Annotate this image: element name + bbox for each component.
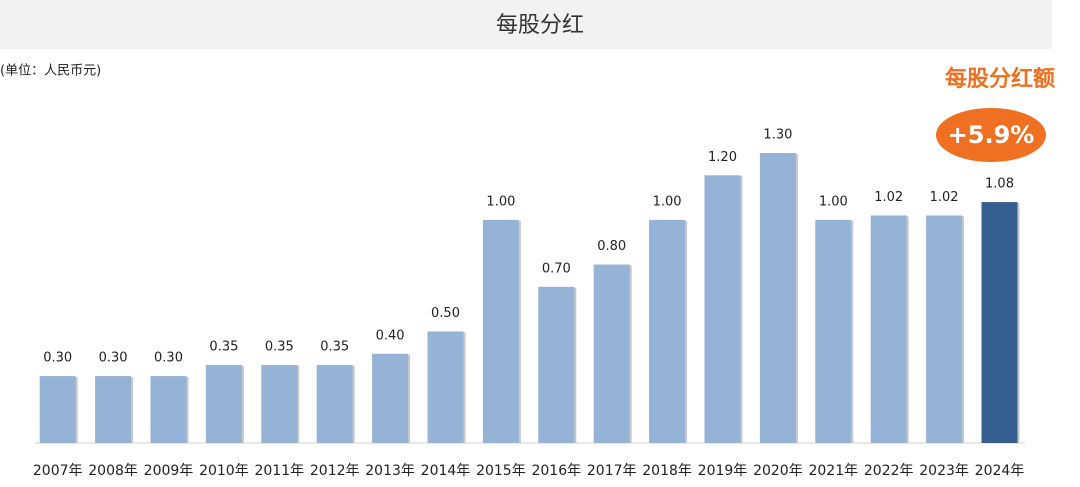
value-label: 1.20	[708, 150, 737, 165]
bar	[372, 353, 409, 443]
x-tick-label: 2020年	[753, 463, 803, 479]
bar	[593, 264, 630, 443]
bar	[759, 153, 796, 443]
x-tick-label: 2007年	[33, 463, 83, 479]
bar	[427, 331, 464, 443]
bar	[150, 376, 187, 443]
value-label: 0.40	[376, 328, 405, 343]
annotation: +5.9%	[948, 121, 1035, 149]
x-tick-label: 2019年	[698, 463, 748, 479]
value-label: 0.35	[209, 339, 238, 354]
bar	[704, 175, 741, 444]
x-tick-label: 2010年	[199, 463, 249, 479]
x-tick-label: 2021年	[808, 463, 858, 479]
x-tick-label: 2012年	[310, 463, 360, 479]
chart-title: 每股分红	[496, 13, 584, 38]
x-tick-label: 2023年	[919, 463, 969, 479]
x-tick-label: 2016年	[531, 463, 581, 479]
bar	[815, 219, 852, 443]
bar	[39, 376, 76, 443]
bar	[870, 215, 907, 443]
title-banner	[0, 0, 1052, 49]
x-tick-label: 2008年	[88, 463, 138, 479]
bar	[316, 364, 353, 443]
x-tick-label: 2024年	[975, 463, 1025, 479]
value-label: 0.70	[542, 261, 571, 276]
x-tick-label: 2018年	[642, 463, 692, 479]
annotation: 每股分红额	[945, 66, 1055, 92]
bar	[205, 364, 242, 443]
value-label: 1.30	[763, 128, 792, 143]
value-label: 0.50	[431, 306, 460, 321]
value-label: 1.08	[985, 177, 1014, 192]
x-tick-label: 2022年	[864, 463, 914, 479]
x-tick-label: 2013年	[365, 463, 415, 479]
x-tick-label: 2009年	[144, 463, 194, 479]
x-tick-label: 2015年	[476, 463, 526, 479]
value-label: 1.00	[653, 194, 682, 209]
value-label: 1.00	[486, 194, 515, 209]
bar	[482, 219, 519, 443]
bar	[926, 215, 963, 443]
annotation-badge	[936, 108, 1046, 162]
x-tick-label: 2017年	[587, 463, 637, 479]
value-label: 0.30	[154, 351, 183, 366]
unit-label: (单位：人民币元)	[0, 64, 101, 79]
value-label: 0.30	[99, 351, 128, 366]
value-label: 1.00	[819, 194, 848, 209]
value-label: 1.02	[874, 190, 903, 205]
value-label: 0.35	[265, 339, 294, 354]
bar	[649, 219, 686, 443]
bar	[538, 286, 575, 443]
value-label: 1.02	[930, 190, 959, 205]
x-tick-label: 2014年	[421, 463, 471, 479]
bar	[981, 202, 1018, 443]
value-label: 0.30	[43, 351, 72, 366]
value-label: 0.35	[320, 339, 349, 354]
x-tick-label: 2011年	[254, 463, 304, 479]
bar	[261, 364, 298, 443]
value-label: 0.80	[597, 239, 626, 254]
bar	[95, 376, 132, 443]
